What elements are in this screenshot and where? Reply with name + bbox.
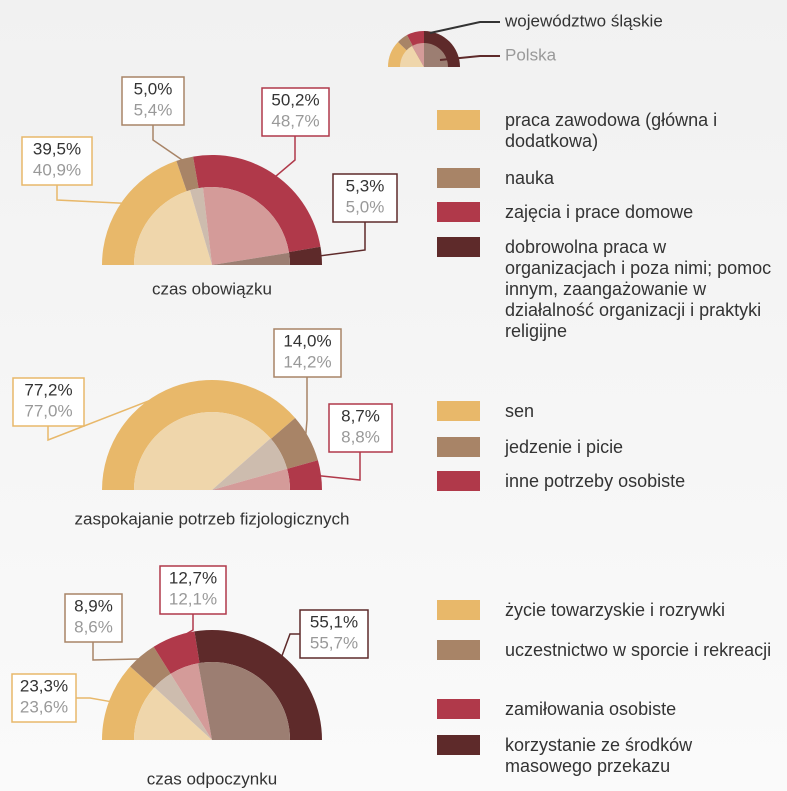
chart-title: czas obowiązku <box>152 279 272 298</box>
outer-value-label: 50,2% <box>271 90 319 109</box>
inner-value-label: 8,6% <box>74 617 113 636</box>
legend-label: jedzenie i picie <box>505 437 624 457</box>
legend-swatch <box>437 471 480 491</box>
outer-slice <box>130 646 171 688</box>
chart-title: czas odpoczynku <box>147 769 277 788</box>
legend-swatch <box>437 110 480 130</box>
label-box <box>299 609 369 659</box>
inner-slice <box>202 186 290 265</box>
key-inner: Polska <box>505 45 557 64</box>
connector <box>317 222 366 257</box>
inner-value-label: 23,6% <box>20 697 68 716</box>
legend-swatch <box>437 699 480 719</box>
chart-title: zaspokajanie potrzeb fizjologicznych <box>75 509 350 528</box>
label-box <box>332 173 398 223</box>
label-box <box>261 87 330 137</box>
legend-swatch <box>437 202 480 222</box>
label-box <box>121 76 185 126</box>
outer-slice <box>193 155 321 253</box>
legend-swatch <box>437 600 480 620</box>
label-box <box>12 377 85 427</box>
outer-value-label: 8,7% <box>341 406 380 425</box>
outer-slice <box>102 160 187 265</box>
inner-slice <box>190 187 212 265</box>
outer-slice <box>176 156 199 192</box>
inner-slice <box>134 687 212 740</box>
label-box <box>273 328 342 378</box>
legend-label: zamiłowania osobiste <box>505 699 677 719</box>
inner-value-label: 48,7% <box>271 111 319 130</box>
outer-value-label: 39,5% <box>33 139 81 158</box>
connector <box>152 125 187 163</box>
outer-value-label: 77,2% <box>24 380 72 399</box>
outer-slice <box>102 380 296 490</box>
inner-value-label: 5,4% <box>134 100 173 119</box>
inner-slice <box>212 438 288 490</box>
connector <box>304 377 308 440</box>
outer-value-label: 14,0% <box>283 331 331 350</box>
connector <box>280 633 300 660</box>
outer-slice <box>194 630 322 740</box>
label-box <box>11 673 77 723</box>
legend-label: praca zawodowa (główna i dodatkowa) <box>505 110 718 151</box>
inner-value-label: 40,9% <box>33 160 81 179</box>
outer-value-label: 5,3% <box>346 176 385 195</box>
legend-swatch <box>437 401 480 421</box>
label-box <box>159 565 227 615</box>
connector <box>316 452 361 481</box>
legend-label: inne potrzeby osobiste <box>505 471 686 491</box>
inner-slice <box>134 190 212 265</box>
inner-value-label: 77,0% <box>24 401 72 420</box>
outer-slice <box>288 246 322 265</box>
outer-value-label: 8,9% <box>74 596 113 615</box>
label-box <box>21 136 93 186</box>
outer-value-label: 12,7% <box>169 568 217 587</box>
legend-swatch <box>437 735 480 755</box>
outer-slice <box>102 666 154 740</box>
inner-slice <box>198 662 290 740</box>
inner-value-label: 5,0% <box>346 197 385 216</box>
legend-swatch <box>437 168 480 188</box>
legend-label: korzystanie ze środków masowego przekazu <box>505 735 693 776</box>
inner-slice <box>212 252 290 265</box>
connector <box>47 389 176 442</box>
legend-label: zajęcia i prace domowe <box>505 202 694 222</box>
legend-label: uczestnictwo w sporcie i rekreacji <box>505 640 772 660</box>
legend-swatch <box>437 640 480 660</box>
legend-swatch <box>437 237 480 257</box>
legend-swatch <box>437 437 480 457</box>
outer-value-label: 23,3% <box>20 676 68 695</box>
inner-value-label: 8,8% <box>341 427 380 446</box>
connector <box>56 185 126 205</box>
connector <box>174 614 194 642</box>
outer-slice <box>153 631 200 674</box>
key-icon <box>387 21 500 68</box>
outer-value-label: 55,1% <box>310 612 358 631</box>
inner-value-label: 12,1% <box>169 589 217 608</box>
inner-value-label: 55,7% <box>310 633 358 652</box>
legend-label: życie towarzyskie i rozrywki <box>505 600 726 620</box>
outer-slice <box>270 417 318 469</box>
label-box <box>328 403 393 453</box>
connector <box>92 642 144 661</box>
key-outer: województwo śląskie <box>504 11 663 30</box>
legend-label: nauka <box>505 168 555 188</box>
label-box <box>64 593 123 643</box>
connector <box>272 136 296 180</box>
legend-label: dobrowolna praca w organizacjach i poza … <box>505 237 772 341</box>
inner-slice <box>154 673 212 740</box>
inner-value-label: 14,2% <box>283 352 331 371</box>
connector <box>76 697 114 703</box>
legend-label: sen <box>505 401 535 421</box>
inner-slice <box>212 468 290 490</box>
outer-slice <box>287 460 322 490</box>
inner-slice <box>170 663 212 740</box>
inner-slice <box>134 412 271 490</box>
outer-value-label: 5,0% <box>134 79 173 98</box>
